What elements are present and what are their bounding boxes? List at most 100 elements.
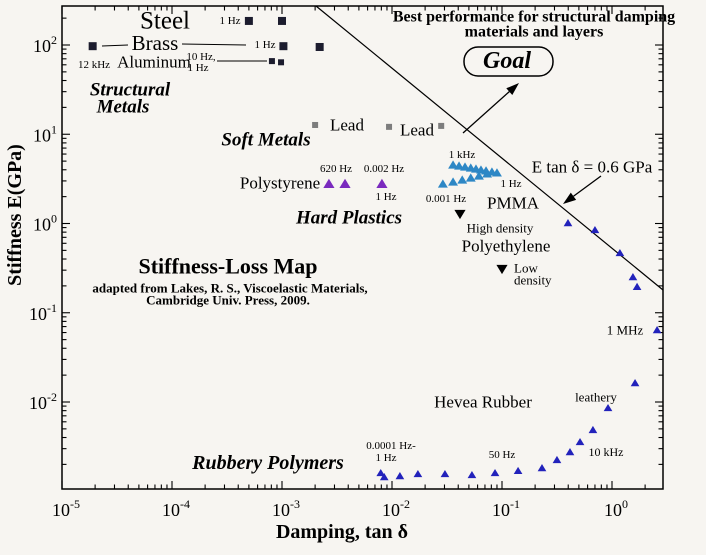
annotation-pmma-freq-1hz: 1 Hz xyxy=(500,178,521,190)
annotation-hevea-rubber: Hevea Rubber xyxy=(434,393,532,412)
annotation-brass-label: Brass xyxy=(132,31,179,55)
annotation-soft-metals: Soft Metals xyxy=(221,130,310,151)
marker-pmma xyxy=(465,173,476,182)
marker-hevea-rubber xyxy=(513,466,523,475)
annotation-lead-label-1: Lead xyxy=(330,116,364,135)
marker-lead xyxy=(312,121,319,128)
annotation-lead-label-2: Lead xyxy=(400,121,434,140)
marker-polyethylene-high-density xyxy=(590,225,600,234)
annotation-freq-50hz: 50 Hz xyxy=(489,449,516,461)
marker-hevea-rubber xyxy=(467,470,477,479)
marker-hevea-rubber xyxy=(395,471,405,480)
annotation-pe-low-density-line2: density xyxy=(514,273,552,288)
marker-aluminum xyxy=(268,58,275,65)
marker-hevea-rubber xyxy=(588,425,598,434)
y-axis-title: Stiffness E(GPa) xyxy=(4,144,26,286)
marker-hevea-rubber xyxy=(552,455,562,464)
annotation-structural-metals-line2: Metals xyxy=(96,97,150,118)
annotation-polystyrene-label: Polystyrene xyxy=(240,174,320,193)
marker-hevea-rubber xyxy=(652,325,662,334)
marker-pmma xyxy=(448,160,459,169)
annotation-steel-freq-1hz: 1 Hz xyxy=(219,15,240,27)
marker-hevea-rubber xyxy=(379,473,389,481)
annotation-etand-line-label: E tan δ = 0.6 GPa xyxy=(532,158,653,177)
etand-arrow-head xyxy=(563,192,577,204)
annotation-aluminum-label: Aluminum xyxy=(117,53,191,72)
marker-lead xyxy=(438,122,445,129)
marker-polystyrene xyxy=(323,178,335,189)
marker-brass xyxy=(279,42,288,51)
reference-line xyxy=(315,5,664,291)
marker-pmma xyxy=(473,171,484,180)
marker-pmma xyxy=(482,169,493,178)
annotation-rubbery-polymers: Rubbery Polymers xyxy=(191,452,344,474)
marker-polystyrene xyxy=(339,178,351,189)
annotation-best-performance-line1: Best performance for structural damping xyxy=(393,9,675,26)
marker-polyethylene-low-density xyxy=(496,264,508,275)
marker-hevea-rubber xyxy=(632,282,642,291)
marker-pmma xyxy=(437,179,448,188)
marker-lead xyxy=(386,123,393,130)
marker-hevea-rubber xyxy=(440,469,450,478)
marker-polyethylene-high-density xyxy=(563,219,573,227)
annotation-pe-high-density: High density xyxy=(467,221,534,236)
goal-arrow-head xyxy=(506,83,519,96)
marker-hevea-rubber xyxy=(537,463,547,472)
marker-steel xyxy=(244,16,253,25)
x-axis-title: Damping, tan δ xyxy=(276,521,408,543)
marker-brass xyxy=(315,42,324,51)
annotation-freq-10khz: 10 kHz xyxy=(589,445,624,459)
annotation-aluminum-freq-12khz: 12 kHz xyxy=(78,59,110,71)
annotation-rubber-freq-line1: 0.0001 Hz- xyxy=(366,440,416,452)
annotation-pe-low-density-line1: Low xyxy=(514,261,538,276)
marker-hevea-rubber xyxy=(376,468,386,477)
annotation-polystyrene-freq-0002hz: 0.002 Hz xyxy=(364,163,404,175)
annotation-pmma-freq-0001hz: 0.001 Hz xyxy=(426,193,466,205)
label-connector-line xyxy=(181,43,247,46)
marker-pmma xyxy=(457,175,468,184)
annotation-pmma-label: PMMA xyxy=(487,194,540,213)
marker-polystyrene xyxy=(376,178,388,189)
annotation-brass-freq-1hz: 1 Hz xyxy=(254,39,275,51)
annotation-goal: Goal xyxy=(483,48,531,74)
annotation-map-credit-line1: adapted from Lakes, R. S., Viscoelastic … xyxy=(92,281,367,296)
annotation-rubber-freq-line2: 1 Hz xyxy=(375,452,396,464)
marker-pmma-0-001-hz xyxy=(454,209,466,220)
marker-pmma xyxy=(460,162,470,171)
goal-box xyxy=(463,46,554,77)
goal-arrow-shaft xyxy=(462,91,510,134)
marker-hevea-rubber xyxy=(628,273,638,281)
marker-aluminum xyxy=(278,59,285,66)
annotation-freq-1mhz: 1 MHz xyxy=(607,323,644,338)
marker-hevea-rubber xyxy=(413,469,423,478)
annotation-structural-metals-line1: Structural xyxy=(90,80,171,101)
marker-hevea-rubber xyxy=(615,248,625,257)
annotation-hard-plastics: Hard Plastics xyxy=(295,208,402,229)
annotation-polystyrene-freq-1hz: 1 Hz xyxy=(375,191,396,203)
marker-hevea-rubber xyxy=(565,447,575,456)
marker-brass xyxy=(88,42,97,51)
annotation-leathery: leathery xyxy=(575,390,617,405)
marker-hevea-rubber xyxy=(575,437,585,446)
marker-pmma xyxy=(448,177,459,186)
annotation-map-credit-line2: Cambridge Univ. Press, 2009. xyxy=(146,293,310,308)
annotation-steel-label: Steel xyxy=(140,8,190,35)
annotation-polystyrene-freq-620hz: 620 Hz xyxy=(320,163,352,175)
annotation-aluminum-freq-1hz: 1 Hz xyxy=(187,62,208,74)
annotation-aluminum-freq-10hz: 10 Hz, xyxy=(186,51,216,63)
marker-hevea-rubber xyxy=(490,468,500,477)
label-connector-line xyxy=(101,44,129,47)
marker-hevea-rubber xyxy=(630,379,640,387)
annotation-pmma-freq-1khz: 1 kHz xyxy=(449,149,476,161)
plot-frame xyxy=(61,5,664,490)
marker-pmma xyxy=(492,168,502,177)
marker-pmma xyxy=(454,161,465,170)
annotation-best-performance-line2: materials and layers xyxy=(465,24,604,41)
marker-steel xyxy=(278,16,286,25)
annotation-map-title: Stiffness-Loss Map xyxy=(138,254,317,279)
annotation-pe-label: Polyethylene xyxy=(462,237,551,256)
marker-hevea-rubber xyxy=(603,403,613,412)
